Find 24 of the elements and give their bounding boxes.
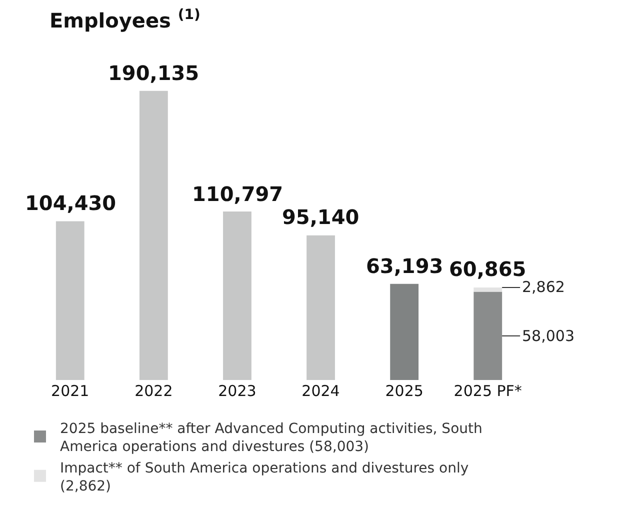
legend-label: 2025 baseline** after Advanced Computing activities, South America operations and divestures (58,003) [60, 420, 482, 456]
x-tick-label: 2023 [218, 382, 256, 400]
x-tick-label: 2021 [51, 382, 90, 400]
total-label: 104,430 [25, 191, 116, 215]
x-tick-label: 2024 [302, 382, 340, 400]
total-label: 110,797 [192, 182, 284, 206]
total-label: 63,193 [366, 254, 444, 278]
bar [474, 287, 502, 292]
total-label: 60,865 [449, 257, 526, 281]
bar [139, 90, 168, 380]
x-tick-label: 2022 [134, 382, 173, 400]
data-label: 2,862 [522, 278, 565, 296]
total-label: 190,135 [108, 61, 200, 85]
bar [390, 284, 419, 380]
bar [223, 212, 252, 380]
bar [56, 221, 84, 380]
chart-title: Employees $^{(1)}$ [49, 6, 200, 32]
bar [306, 235, 335, 380]
x-tick-label: 2025 [385, 382, 424, 400]
data-label: 58,003 [522, 327, 574, 345]
bar [474, 292, 502, 380]
x-tick-label: 2025 PF* [454, 382, 522, 400]
total-label: 95,140 [282, 205, 360, 229]
legend-label: Impact** of South America operations and divestures only (2,862) [60, 460, 469, 494]
